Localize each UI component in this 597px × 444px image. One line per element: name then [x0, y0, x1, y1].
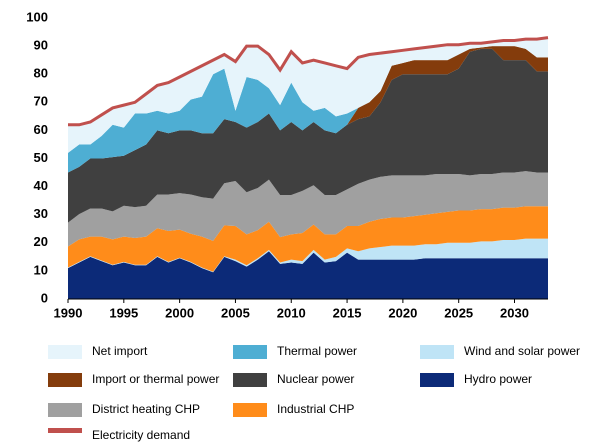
- legend-label: Nuclear power: [277, 372, 354, 386]
- legend-swatch: [233, 373, 267, 387]
- area: [68, 46, 548, 173]
- y-tick-label: 80: [34, 66, 48, 81]
- legend-swatch: [420, 345, 454, 359]
- legend-swatch: [48, 428, 82, 433]
- y-tick-label: 0: [41, 290, 48, 305]
- y-tick-label: 100: [26, 9, 48, 24]
- area: [68, 251, 548, 299]
- area: [68, 48, 548, 223]
- legend-swatch: [233, 345, 267, 359]
- y-tick-label: 60: [34, 122, 48, 137]
- x-tick-label: 1990: [54, 305, 83, 320]
- legend-label: Hydro power: [464, 372, 532, 386]
- legend-label: Electricity demand: [92, 428, 190, 442]
- y-tick-label: 40: [34, 178, 48, 193]
- x-tick-label: 2015: [333, 305, 362, 320]
- y-tick-label: 30: [34, 206, 48, 221]
- legend-swatch: [420, 373, 454, 387]
- legend-swatch: [233, 403, 267, 417]
- x-tick-label: 2005: [221, 305, 250, 320]
- y-tick-label: 20: [34, 234, 48, 249]
- legend-label: Wind and solar power: [464, 344, 580, 358]
- x-tick-label: 2025: [444, 305, 473, 320]
- legend-label: Import or thermal power: [92, 372, 219, 386]
- x-tick-label: 2030: [500, 305, 529, 320]
- y-tick-label: 90: [34, 38, 48, 53]
- legend-label: Net import: [92, 344, 148, 358]
- x-tick-label: 2010: [277, 305, 306, 320]
- y-tick-label: 50: [34, 150, 48, 165]
- x-tick-label: 1995: [109, 305, 138, 320]
- legend-swatch: [48, 373, 82, 387]
- legend-swatch: [48, 403, 82, 417]
- area: [68, 171, 548, 247]
- y-tick-label: 70: [34, 94, 48, 109]
- legend-swatch: [48, 345, 82, 359]
- y-tick-label: 10: [34, 262, 48, 277]
- legend-label: Industrial CHP: [277, 402, 354, 416]
- area: [68, 37, 548, 153]
- legend-label: Thermal power: [277, 344, 357, 358]
- area: [68, 238, 548, 273]
- line: [68, 36, 549, 127]
- area: [68, 206, 548, 272]
- x-tick-label: 2020: [388, 305, 417, 320]
- x-tick-label: 2000: [165, 305, 194, 320]
- legend-label: District heating CHP: [92, 402, 200, 416]
